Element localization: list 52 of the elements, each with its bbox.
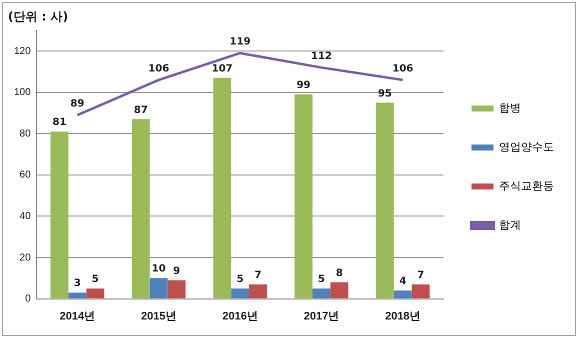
data-label: 107	[212, 63, 233, 74]
data-label: 5	[92, 274, 99, 286]
x-tick-label: 2017년	[304, 310, 340, 322]
data-label: 9	[173, 266, 180, 277]
bar	[50, 132, 68, 298]
legend-label: 영업양수도	[499, 142, 554, 154]
bar	[168, 280, 186, 298]
bar	[412, 284, 430, 298]
data-label: 95	[378, 88, 392, 100]
y-tick-label: 80	[20, 128, 32, 140]
x-tick-label: 2014년	[60, 310, 96, 322]
data-label: 119	[230, 36, 251, 48]
data-label: 8	[336, 268, 343, 279]
legend-label: 합병	[499, 102, 521, 115]
data-label: 10	[152, 264, 166, 275]
bar	[312, 288, 330, 298]
y-tick-label: 40	[20, 210, 32, 222]
data-label: 4	[399, 276, 406, 288]
x-tick-label: 2016년	[222, 310, 258, 322]
y-tick-label: 100	[14, 87, 32, 98]
data-label: 81	[52, 117, 66, 128]
data-label: 5	[318, 274, 325, 286]
x-tick-label: 2015년	[140, 310, 176, 322]
data-label: 3	[74, 278, 81, 290]
data-label: 7	[254, 270, 262, 281]
bar	[376, 102, 394, 298]
y-tick-label: 20	[20, 252, 32, 264]
legend-label: 주식교환등	[499, 180, 554, 193]
data-label: 89	[70, 98, 84, 110]
y-axis-title: (단위 : 사)	[8, 9, 68, 24]
data-label: 7	[417, 270, 424, 281]
bar	[213, 78, 232, 298]
x-tick-label: 2018년	[385, 310, 421, 322]
bar	[330, 282, 348, 298]
bar	[132, 119, 150, 298]
data-label: 87	[134, 104, 148, 116]
bar	[68, 292, 86, 298]
data-label: 99	[296, 80, 311, 91]
bar	[150, 278, 168, 298]
y-tick-label: 0	[25, 294, 32, 305]
bar	[86, 288, 104, 298]
y-tick-label: 120	[14, 46, 32, 57]
bar	[294, 94, 313, 298]
legend-label: 합계	[499, 220, 521, 232]
data-label: 5	[236, 274, 244, 286]
data-label: 106	[392, 64, 414, 75]
data-label: 112	[311, 51, 332, 62]
data-label: 106	[148, 64, 170, 75]
bar	[249, 284, 267, 298]
bar	[231, 288, 250, 298]
bar	[394, 290, 412, 298]
y-tick-label: 60	[20, 170, 32, 181]
